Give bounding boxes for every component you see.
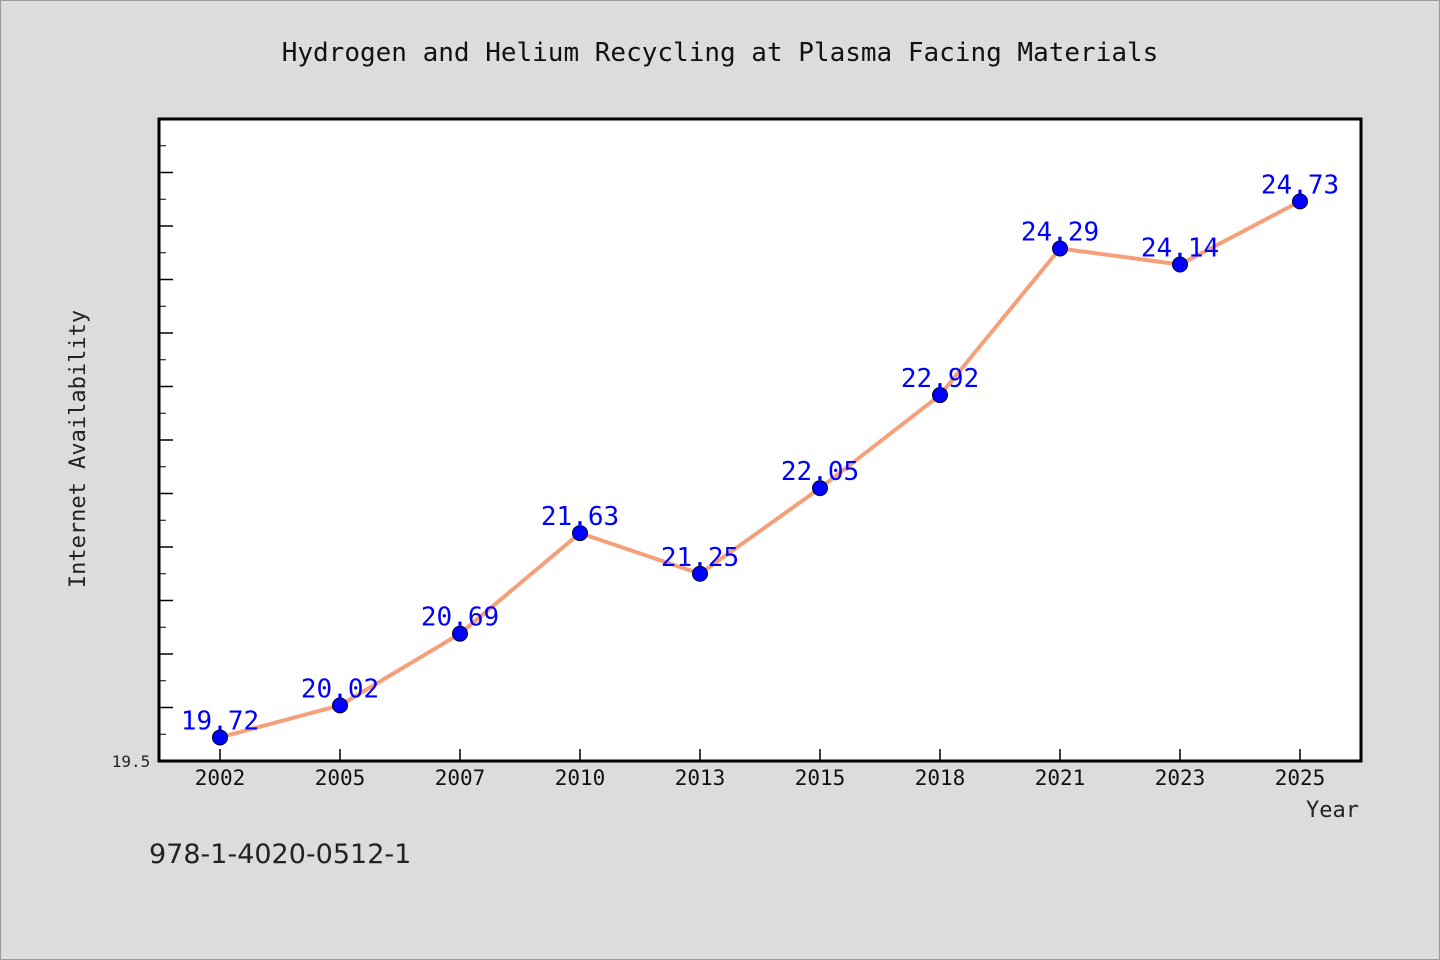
data-point [812, 480, 828, 497]
data-point [1172, 256, 1188, 273]
data-label: 21.25 [661, 543, 739, 573]
data-labels-group: 19.72 20.02 20.69 21.63 21.25 22.05 22.92 24.29… [181, 170, 1339, 736]
y-axis-ticks [159, 145, 173, 735]
series-line [219, 199, 1301, 740]
x-tick-label: 2013 [675, 766, 726, 790]
x-tick-label: 2015 [795, 766, 846, 790]
x-tick-label: 2023 [1155, 766, 1206, 790]
data-label: 22.05 [781, 457, 859, 487]
data-label: 22.92 [901, 364, 979, 394]
data-point [332, 697, 348, 714]
data-label: 24.14 [1141, 234, 1219, 264]
isbn-text: 978-1-4020-0512-1 [149, 839, 411, 870]
chart-title: Hydrogen and Helium Recycling at Plasma … [282, 38, 1159, 68]
series-line-group [219, 199, 1301, 740]
data-label: 20.02 [301, 674, 379, 704]
data-label: 20.69 [421, 603, 499, 633]
x-tick-label: 2021 [1035, 766, 1086, 790]
x-tick-label: 2025 [1275, 766, 1326, 790]
series-markers-group [212, 193, 1308, 746]
x-axis-ticks: 2002 2005 2007 2010 2013 2015 2018 2021 2023 2025 [195, 749, 1326, 790]
data-point [572, 525, 588, 542]
x-axis-title: Year [1306, 798, 1359, 823]
data-label: 24.73 [1261, 170, 1339, 200]
data-point [452, 625, 468, 642]
plot-area [157, 117, 1363, 763]
x-tick-label: 2010 [555, 766, 606, 790]
data-point [932, 387, 948, 404]
data-label: 19.72 [181, 706, 259, 736]
data-point [1052, 240, 1068, 257]
y-axis-title: Internet Availability [66, 310, 91, 588]
data-point [1292, 193, 1308, 210]
data-label: 24.29 [1021, 217, 1099, 247]
x-tick-label: 2005 [315, 766, 366, 790]
x-tick-label: 2018 [915, 766, 966, 790]
data-label: 21.63 [541, 502, 619, 532]
x-tick-label: 2002 [195, 766, 246, 790]
y-axis-min-label: 19.5 [112, 752, 151, 771]
data-point [212, 729, 228, 746]
x-tick-label: 2007 [435, 766, 486, 790]
data-point [692, 565, 708, 582]
